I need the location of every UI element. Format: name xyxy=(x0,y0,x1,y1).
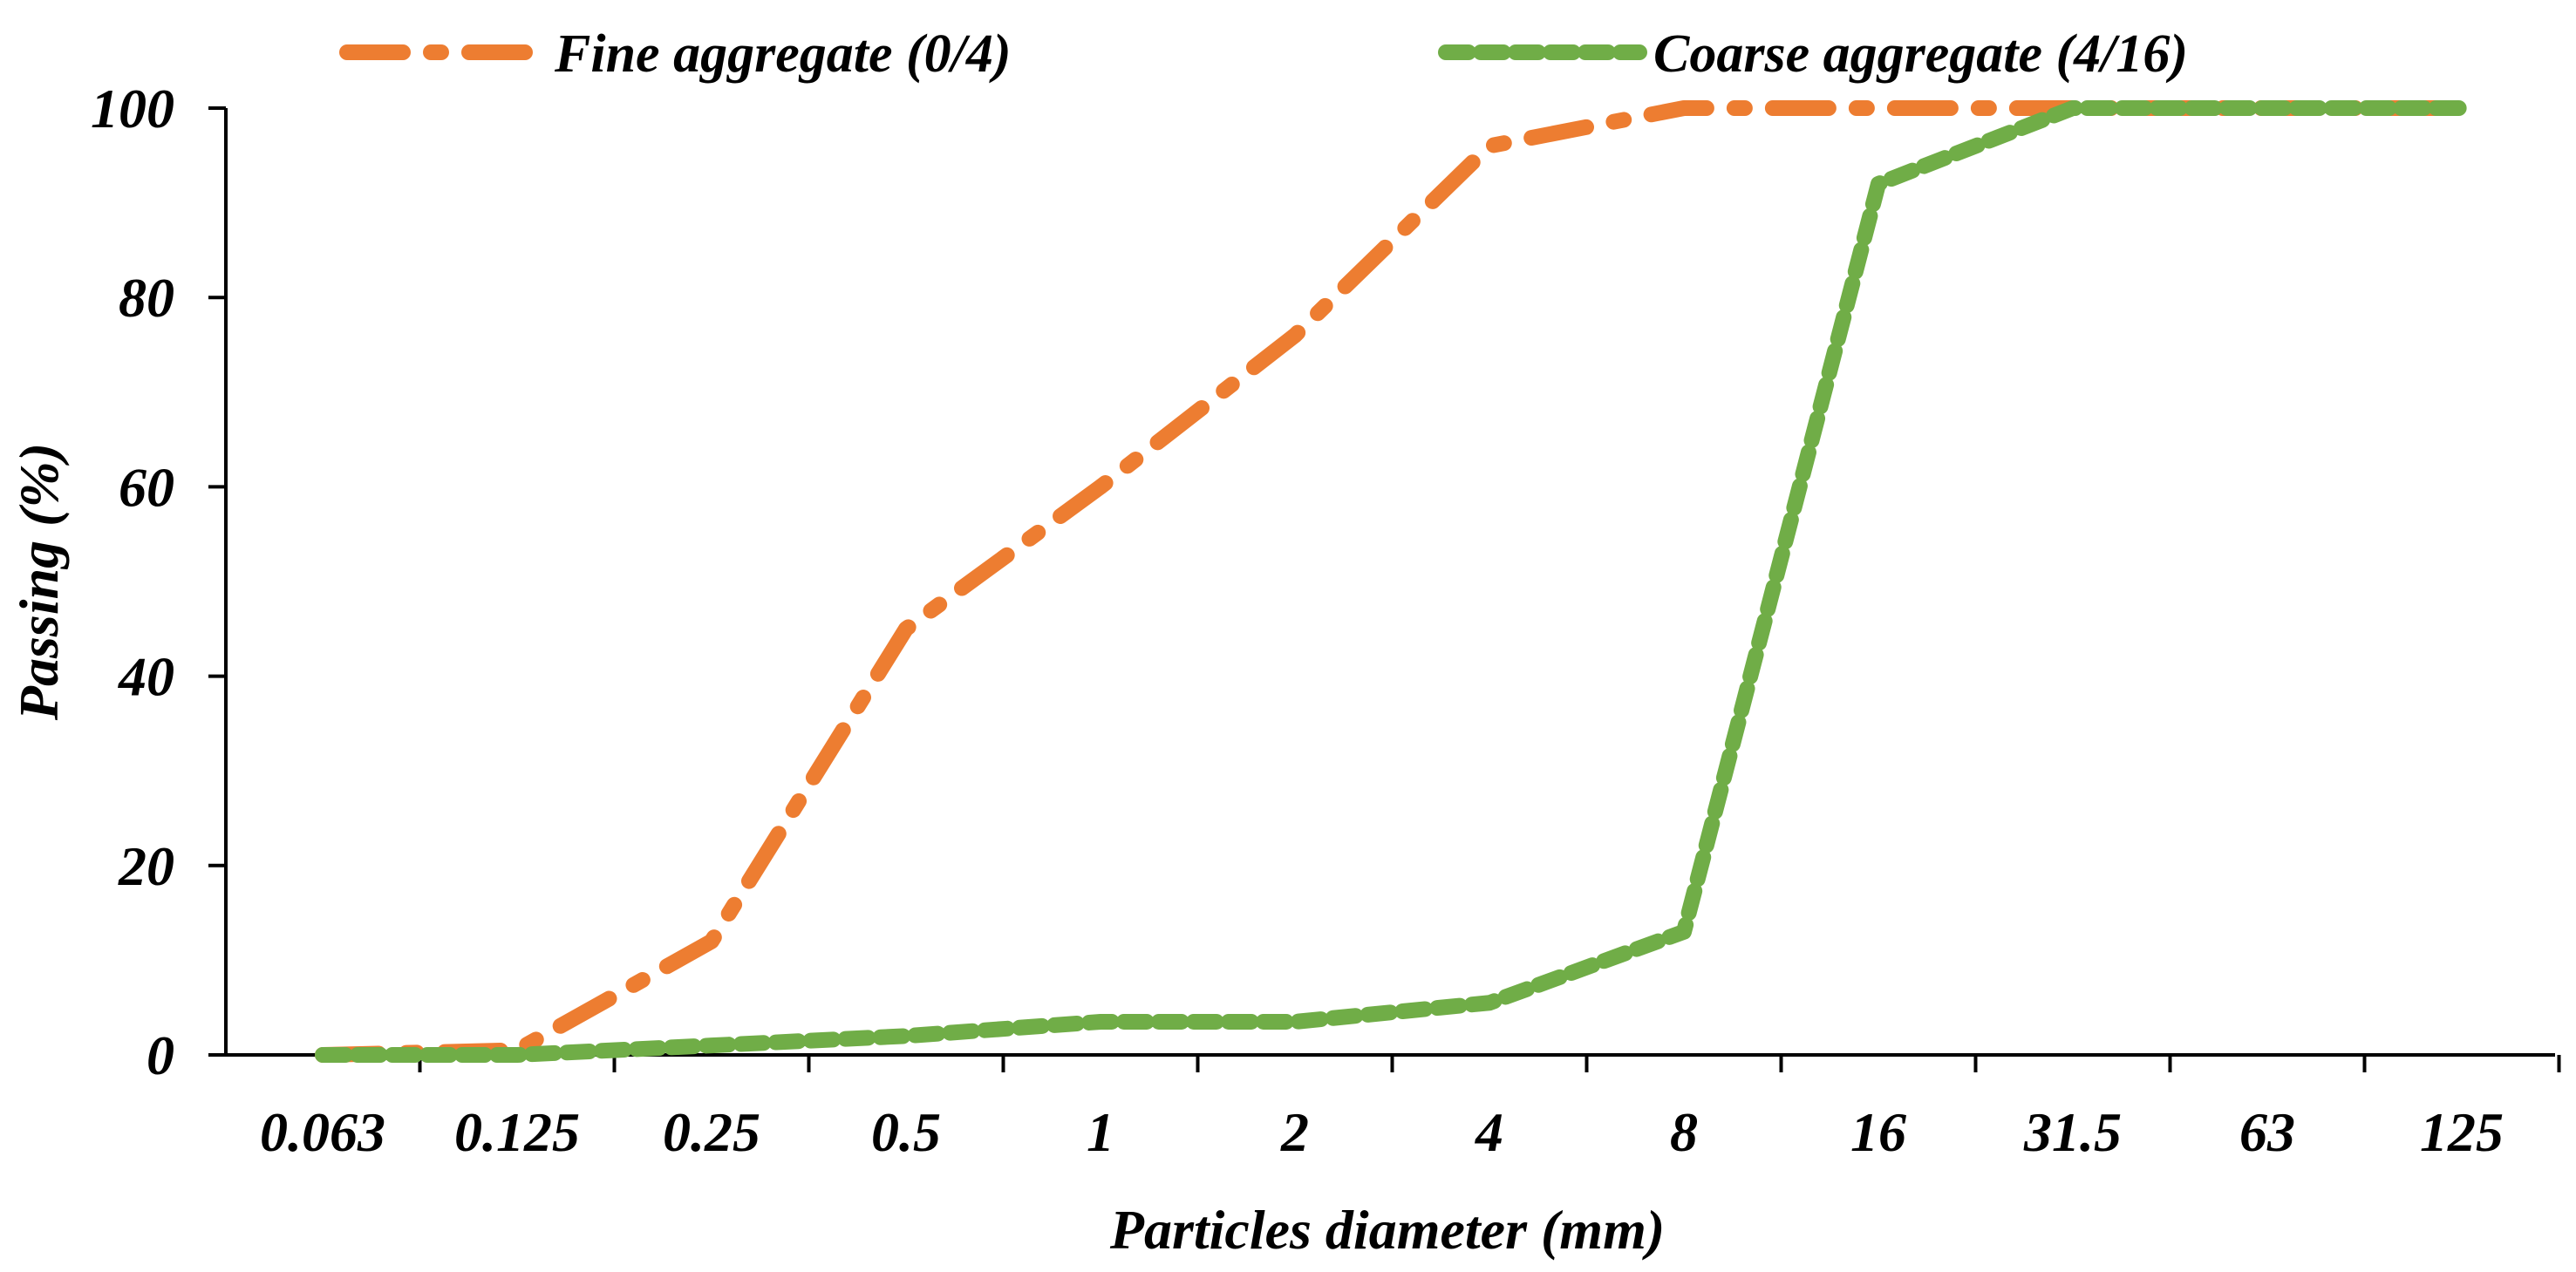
y-tick-label: 100 xyxy=(91,78,174,139)
x-tick-label: 63 xyxy=(2239,1101,2295,1163)
y-tick-label: 40 xyxy=(118,646,174,708)
series-line-fine-aggregate xyxy=(315,100,2470,1063)
x-tick-label: 0.25 xyxy=(663,1101,760,1163)
series-line-coarse-aggregate xyxy=(315,100,2470,1063)
x-tick-label: 31.5 xyxy=(2023,1101,2122,1163)
y-tick-label: 60 xyxy=(119,456,174,518)
x-tick-label: 8 xyxy=(1670,1101,1698,1163)
y-tick-label: 20 xyxy=(118,835,174,897)
x-tick-label: 0.063 xyxy=(260,1101,385,1163)
legend-label: Coarse aggregate (4/16) xyxy=(1653,24,2188,84)
x-tick-label: 16 xyxy=(1850,1101,1906,1163)
x-tick-label: 4 xyxy=(1475,1101,1503,1163)
y-tick-label: 80 xyxy=(119,267,174,329)
series-lines xyxy=(315,100,2470,1063)
x-tick-label: 0.5 xyxy=(871,1101,941,1163)
x-tick-label: 125 xyxy=(2420,1101,2504,1163)
legend: Fine aggregate (0/4) Coarse aggregate (4/… xyxy=(339,24,2188,84)
y-tick-label: 0 xyxy=(147,1024,174,1086)
x-tick-label: 2 xyxy=(1280,1101,1309,1163)
x-axis-title: Particles diameter (mm) xyxy=(1109,1199,1665,1261)
y-axis-title: Passing (%) xyxy=(8,443,70,721)
x-ticks: 0.063 0.125 0.25 0.5 1 2 4 8 16 31.5 63 125 xyxy=(260,1055,2561,1163)
x-tick-label: 1 xyxy=(1087,1101,1114,1163)
x-tick-label: 0.125 xyxy=(454,1101,580,1163)
y-ticks: 0 20 40 60 80 100 xyxy=(91,78,226,1086)
legend-label: Fine aggregate (0/4) xyxy=(554,24,1012,84)
